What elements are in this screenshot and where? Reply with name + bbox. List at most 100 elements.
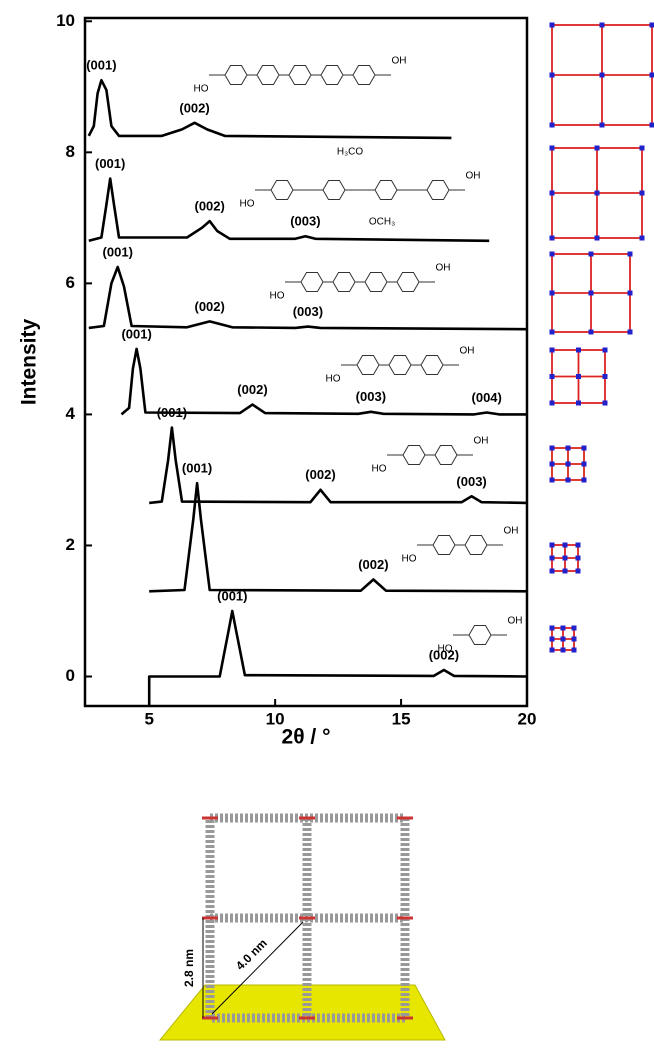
icon-node bbox=[640, 191, 645, 196]
molecule-label: HO bbox=[372, 464, 387, 475]
icon-node bbox=[572, 637, 577, 642]
icon-node bbox=[550, 330, 555, 335]
icon-node bbox=[650, 23, 654, 28]
y-tick-label: 2 bbox=[66, 535, 75, 554]
peak-label: (003) bbox=[456, 474, 486, 489]
x-axis-label: 2θ / ° bbox=[282, 726, 331, 749]
icon-node bbox=[563, 556, 568, 561]
icon-node bbox=[576, 348, 581, 353]
y-tick-label: 10 bbox=[56, 11, 75, 30]
ring bbox=[465, 536, 487, 555]
peak-label: (003) bbox=[293, 304, 323, 319]
icon-node bbox=[550, 252, 555, 257]
molecule-label: HO bbox=[402, 554, 417, 565]
icon-node bbox=[561, 626, 566, 631]
grid-icon bbox=[550, 348, 608, 406]
xrd-curve bbox=[149, 611, 527, 706]
peak-label: (001) bbox=[182, 461, 212, 476]
ring bbox=[257, 66, 279, 85]
icon-node bbox=[563, 543, 568, 548]
dimension-label: 4.0 nm bbox=[233, 936, 270, 973]
peak-label: (001) bbox=[121, 326, 151, 341]
molecule-label: HO bbox=[240, 199, 255, 210]
ring bbox=[323, 181, 345, 200]
molecule: HO OH H₃CO OCH₃ bbox=[240, 147, 481, 228]
icon-node bbox=[550, 348, 555, 353]
y-tick-label: 0 bbox=[66, 666, 75, 685]
icon-node bbox=[576, 401, 581, 406]
ring bbox=[389, 356, 411, 375]
icon-node bbox=[582, 462, 587, 467]
peak-label: (001) bbox=[103, 244, 133, 259]
icon-node bbox=[589, 291, 594, 296]
icon-node bbox=[576, 543, 581, 548]
ring bbox=[271, 181, 293, 200]
grid-icon bbox=[550, 252, 633, 335]
peak-label: (003) bbox=[356, 389, 386, 404]
xrd-curve bbox=[149, 483, 527, 591]
molecule-label: OH bbox=[504, 526, 519, 537]
icon-node bbox=[582, 478, 587, 483]
icon-node bbox=[550, 478, 555, 483]
ring bbox=[427, 181, 449, 200]
ring bbox=[333, 273, 355, 292]
icon-node bbox=[595, 191, 600, 196]
molecule-label: OH bbox=[474, 436, 489, 447]
ring bbox=[225, 66, 247, 85]
ring bbox=[357, 356, 379, 375]
dimension-label: 2.8 nm bbox=[182, 949, 196, 987]
icon-node bbox=[550, 637, 555, 642]
peak-label: (002) bbox=[179, 100, 209, 115]
icon-node bbox=[650, 123, 654, 128]
molecule-label: OH bbox=[436, 263, 451, 274]
peak-label: (003) bbox=[290, 214, 320, 229]
xrd-curve bbox=[89, 80, 452, 138]
ring bbox=[365, 273, 387, 292]
icon-node bbox=[550, 446, 555, 451]
icon-node bbox=[550, 236, 555, 241]
grid-icon bbox=[550, 23, 654, 128]
icon-node bbox=[595, 236, 600, 241]
icon-node bbox=[603, 374, 608, 379]
x-tick-label: 5 bbox=[144, 709, 153, 728]
molecule-label: OCH₃ bbox=[369, 217, 395, 228]
icon-node bbox=[550, 556, 555, 561]
x-tick-label: 10 bbox=[266, 709, 285, 728]
icon-node bbox=[572, 648, 577, 653]
molecule-label: HO bbox=[326, 374, 341, 385]
plot-frame bbox=[85, 18, 527, 706]
peak-label: (001) bbox=[217, 588, 247, 603]
ring bbox=[301, 273, 323, 292]
icon-node bbox=[600, 73, 605, 78]
icon-node bbox=[566, 478, 571, 483]
molecule-label: H₃CO bbox=[337, 147, 364, 158]
ring bbox=[353, 66, 375, 85]
ring bbox=[435, 446, 457, 465]
ring bbox=[375, 181, 397, 200]
icon-node bbox=[603, 401, 608, 406]
icon-node bbox=[600, 23, 605, 28]
icon-node bbox=[550, 73, 555, 78]
peak-label: (002) bbox=[194, 199, 224, 214]
icon-node bbox=[589, 330, 594, 335]
icon-node bbox=[550, 146, 555, 151]
y-axis-label: Intensity bbox=[18, 319, 41, 406]
icon-node bbox=[550, 626, 555, 631]
icon-node bbox=[600, 123, 605, 128]
ring bbox=[289, 66, 311, 85]
icon-node bbox=[595, 146, 600, 151]
ring bbox=[421, 356, 443, 375]
icon-node bbox=[650, 73, 654, 78]
icon-node bbox=[561, 648, 566, 653]
framework-image: 2.8 nm 4.0 nm bbox=[160, 818, 445, 1040]
molecule-label: OH bbox=[466, 171, 481, 182]
icon-node bbox=[563, 569, 568, 574]
y-tick-label: 6 bbox=[66, 273, 75, 292]
x-tick-label: 20 bbox=[518, 709, 537, 728]
peak-label: (002) bbox=[237, 382, 267, 397]
